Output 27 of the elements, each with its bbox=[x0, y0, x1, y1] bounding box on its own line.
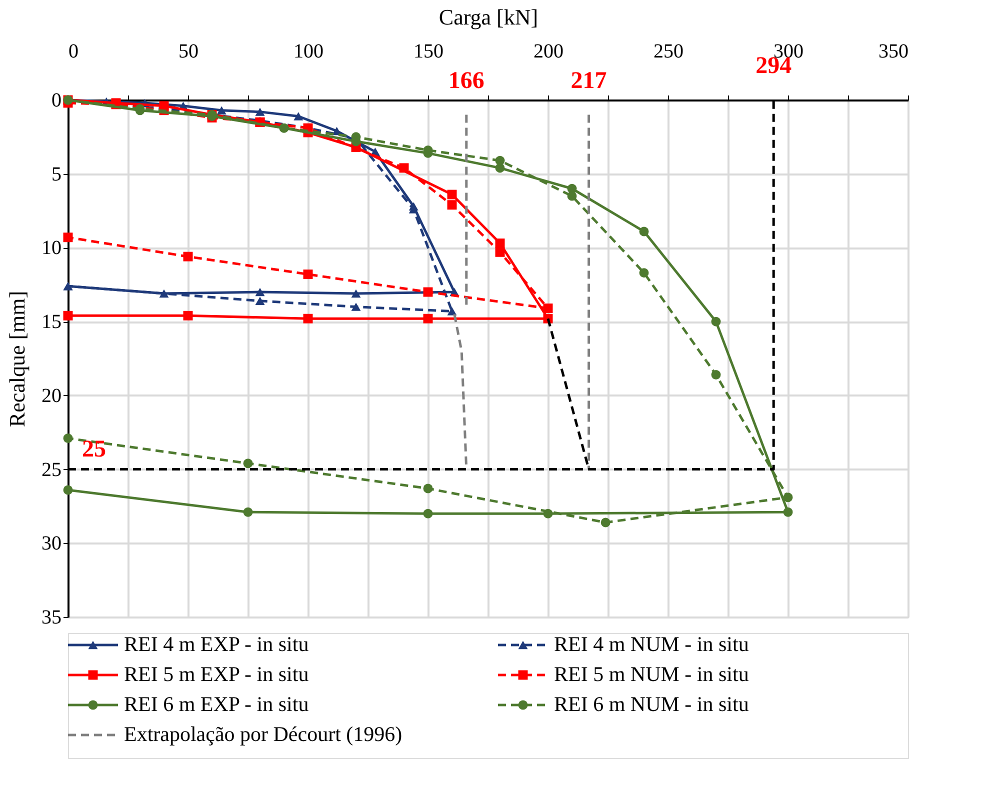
annotation: 25 bbox=[82, 436, 106, 462]
y-tick-label: 10 bbox=[42, 237, 62, 260]
legend-label: REI 4 m NUM - in situ bbox=[554, 632, 750, 656]
y-axis-title: Recalque [mm] bbox=[4, 290, 30, 428]
y-tick-label: 15 bbox=[42, 311, 62, 334]
x-tick-label: 250 bbox=[654, 40, 684, 62]
y-tick-label: 5 bbox=[52, 163, 62, 186]
y-tick-label: 25 bbox=[42, 458, 62, 481]
legend-label: Extrapolação por Décourt (1996) bbox=[124, 722, 402, 746]
y-tick-label: 35 bbox=[42, 606, 62, 628]
y-tick-label: 20 bbox=[42, 384, 62, 407]
legend-label: REI 6 m NUM - in situ bbox=[554, 692, 750, 716]
legend-label: REI 6 m EXP - in situ bbox=[124, 692, 310, 716]
y-tick-label: 30 bbox=[42, 532, 62, 555]
legend-label: REI 5 m EXP - in situ bbox=[124, 662, 310, 686]
x-tick-label: 200 bbox=[534, 40, 564, 62]
x-tick-label: 50 bbox=[178, 40, 198, 62]
x-tick-label: 150 bbox=[414, 40, 444, 62]
x-tick-label: 350 bbox=[878, 40, 908, 62]
legend-label: REI 5 m NUM - in situ bbox=[554, 662, 750, 686]
y-tick-label: 0 bbox=[52, 90, 62, 112]
x-axis-title: Carga [kN] bbox=[438, 4, 538, 30]
annotation: 217 bbox=[570, 68, 607, 94]
x-tick-label: 0 bbox=[68, 40, 78, 62]
x-tick-label: 100 bbox=[294, 40, 324, 62]
annotation: 166 bbox=[448, 68, 484, 94]
legend-label: REI 4 m EXP - in situ bbox=[124, 632, 310, 656]
